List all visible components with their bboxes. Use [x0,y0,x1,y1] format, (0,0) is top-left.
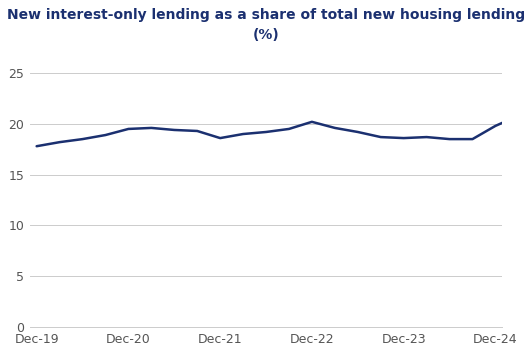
Title: New interest-only lending as a share of total new housing lending
(%): New interest-only lending as a share of … [7,8,525,42]
